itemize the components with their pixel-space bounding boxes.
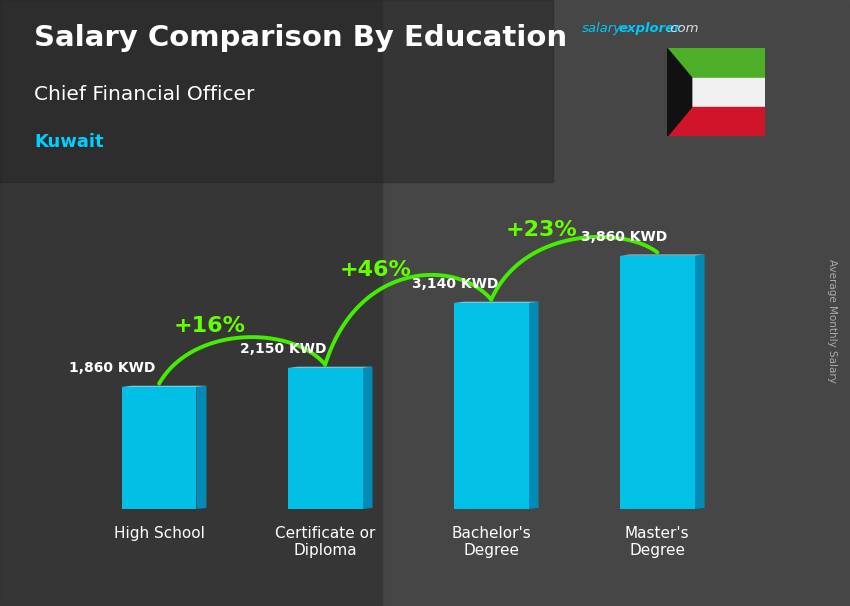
- Text: explorer: explorer: [619, 22, 682, 35]
- Text: 2,150 KWD: 2,150 KWD: [241, 342, 327, 356]
- Bar: [0, 0, 382, 606]
- Text: Chief Financial Officer: Chief Financial Officer: [34, 85, 254, 104]
- Polygon shape: [454, 302, 539, 303]
- Bar: [620, 256, 694, 509]
- Bar: [382, 0, 850, 606]
- Bar: [0, 0, 552, 182]
- Bar: [667, 78, 765, 107]
- Text: 3,140 KWD: 3,140 KWD: [411, 277, 498, 291]
- Bar: [454, 303, 529, 509]
- Polygon shape: [288, 367, 372, 368]
- Polygon shape: [667, 48, 692, 136]
- Polygon shape: [620, 255, 705, 256]
- Text: +16%: +16%: [173, 316, 246, 336]
- Bar: [667, 48, 765, 78]
- Text: +23%: +23%: [506, 219, 578, 239]
- Text: 3,860 KWD: 3,860 KWD: [581, 230, 667, 244]
- Text: +46%: +46%: [340, 260, 411, 280]
- Polygon shape: [529, 302, 539, 509]
- Polygon shape: [122, 386, 207, 387]
- Polygon shape: [196, 386, 207, 509]
- Bar: [122, 387, 196, 509]
- Polygon shape: [363, 367, 372, 509]
- Text: salary: salary: [582, 22, 622, 35]
- Text: Average Monthly Salary: Average Monthly Salary: [827, 259, 837, 383]
- Text: Kuwait: Kuwait: [34, 133, 104, 152]
- Text: Salary Comparison By Education: Salary Comparison By Education: [34, 24, 567, 52]
- Polygon shape: [694, 255, 705, 509]
- Bar: [288, 368, 363, 509]
- Text: 1,860 KWD: 1,860 KWD: [70, 361, 156, 375]
- Text: .com: .com: [666, 22, 699, 35]
- Bar: [667, 107, 765, 136]
